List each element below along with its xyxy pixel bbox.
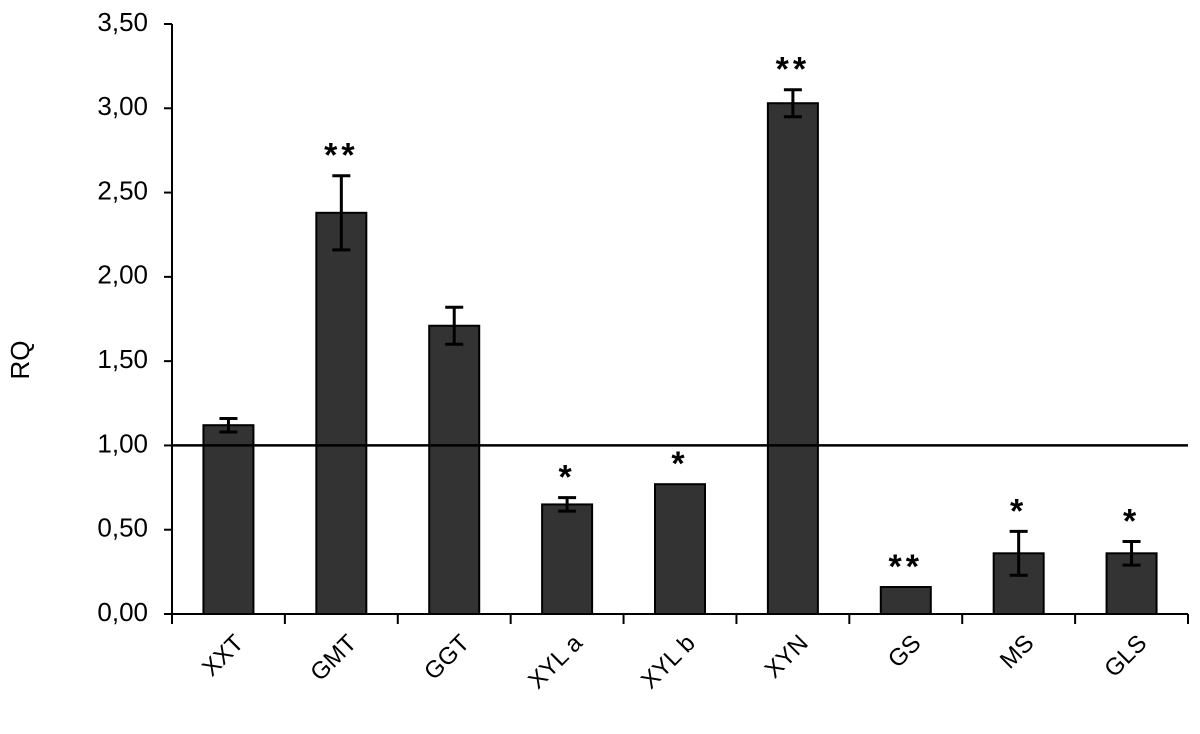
y-tick-label: 0,50 (97, 513, 148, 543)
x-tick-label: GS (883, 630, 927, 674)
bar (202, 424, 255, 616)
y-tick-label: 2,50 (97, 175, 148, 205)
error-bar (1009, 529, 1028, 577)
bar (879, 586, 932, 615)
significance-label: ** (324, 137, 358, 175)
bar (428, 324, 481, 615)
significance-label: * (1123, 502, 1140, 540)
y-tick-label: 0,00 (97, 597, 148, 627)
significance-label: ** (889, 548, 923, 586)
bar (766, 102, 819, 615)
y-tick-label: 1,50 (97, 344, 148, 374)
y-tick-label: 2,00 (97, 260, 148, 290)
x-tick-label: XYL a (523, 629, 588, 694)
significance-label: * (1010, 492, 1027, 530)
bar (541, 503, 594, 615)
bar (315, 211, 368, 616)
x-tick-label: GLS (1099, 630, 1152, 683)
error-bar (1122, 540, 1141, 567)
y-tick-label: 3,50 (97, 7, 148, 37)
x-tick-label: XYN (760, 630, 814, 684)
x-tick-label: GGT (419, 629, 475, 685)
bar (654, 483, 706, 616)
significance-label: * (558, 459, 575, 497)
x-tick-label: GMT (305, 629, 362, 686)
y-tick-label: 1,00 (97, 428, 148, 458)
significance-label: ** (776, 51, 810, 89)
x-tick-label: MS (995, 630, 1040, 675)
error-bar (219, 416, 238, 434)
significance-label: * (671, 445, 688, 483)
error-bar (445, 305, 464, 346)
error-bar (558, 496, 577, 513)
error-bar (783, 88, 802, 119)
x-tick-label: XYL b (636, 630, 701, 695)
y-axis-label: RQ (5, 341, 35, 380)
x-tick-label: XXT (197, 629, 249, 681)
y-tick-label: 3,00 (97, 91, 148, 121)
error-bar (332, 174, 351, 252)
